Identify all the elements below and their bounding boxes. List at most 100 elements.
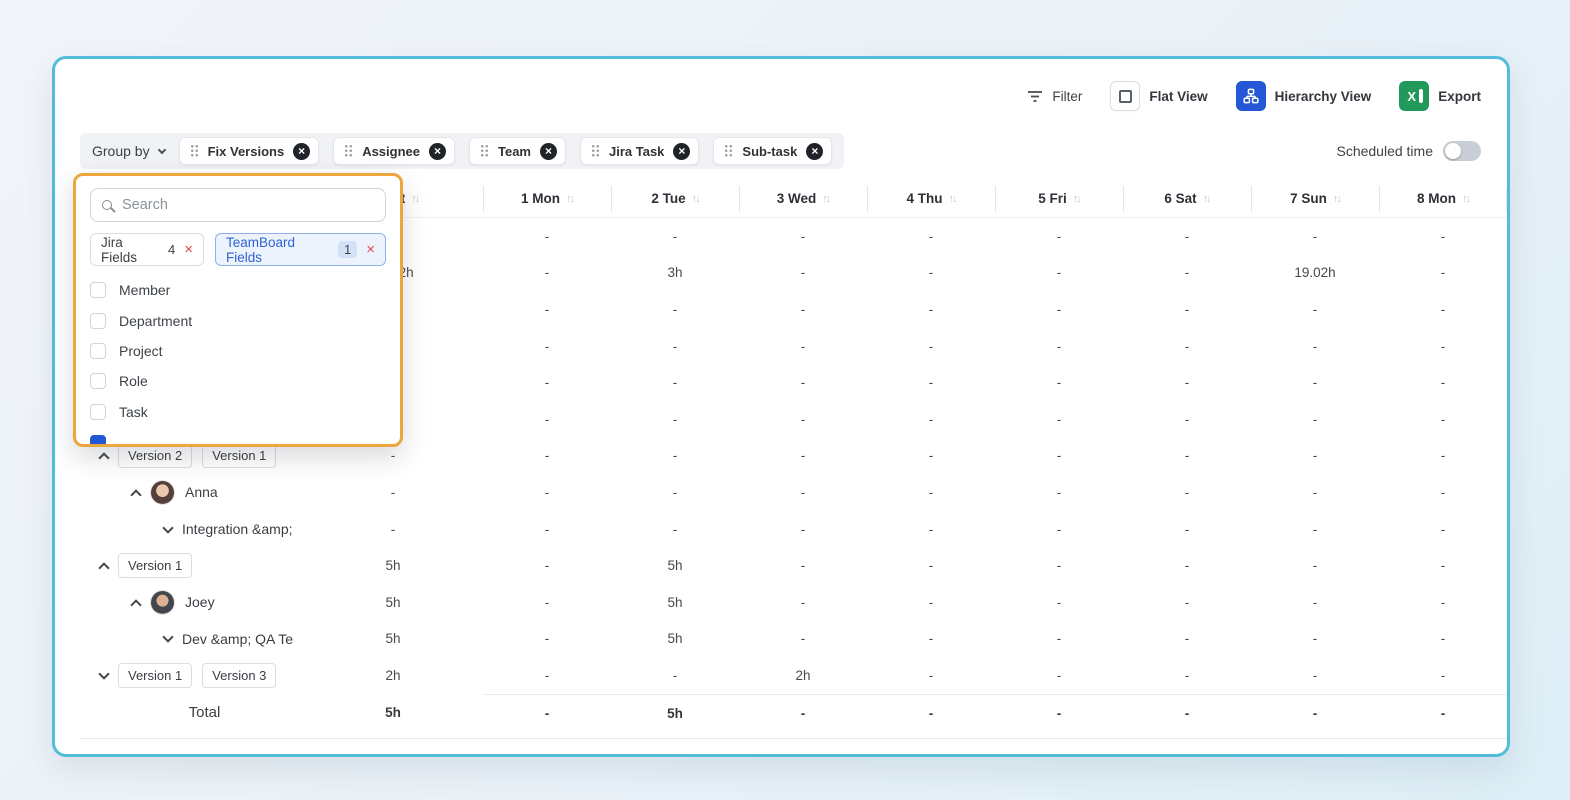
group-by-chip[interactable]: Assignee × bbox=[333, 137, 455, 165]
chip-label: Sub-task bbox=[742, 143, 798, 159]
export-button[interactable]: X Export bbox=[1399, 81, 1481, 111]
group-by-chip[interactable]: Team × bbox=[469, 137, 566, 165]
remove-filter-icon[interactable]: × bbox=[184, 241, 193, 258]
cell-day: - bbox=[1440, 484, 1446, 500]
row-label: Anna bbox=[185, 484, 218, 501]
group-by-chip[interactable]: Jira Task × bbox=[580, 137, 700, 165]
column-header[interactable]: 1 Mon ↑↓ bbox=[483, 180, 611, 217]
expand-toggle[interactable] bbox=[162, 631, 174, 643]
cell-day: - bbox=[1440, 448, 1446, 464]
column-header[interactable]: 6 Sat ↑↓ bbox=[1123, 180, 1251, 217]
expand-toggle[interactable] bbox=[162, 521, 174, 534]
total-day-cell: - bbox=[867, 693, 995, 732]
cell-day: - bbox=[1312, 521, 1318, 537]
sort-icon[interactable]: ↑↓ bbox=[411, 192, 420, 205]
cell-day: - bbox=[1440, 558, 1446, 574]
sort-icon[interactable]: ↑↓ bbox=[566, 192, 575, 205]
sort-icon[interactable]: ↑↓ bbox=[1332, 192, 1342, 205]
remove-chip-button[interactable]: × bbox=[293, 142, 311, 160]
checkbox[interactable] bbox=[90, 282, 106, 299]
cell-day: 5h bbox=[667, 558, 683, 574]
checkbox[interactable] bbox=[90, 403, 106, 420]
sort-icon[interactable]: ↑↓ bbox=[948, 192, 958, 205]
cell-day: - bbox=[544, 411, 550, 427]
table-row: Anna - - - - - - - - - bbox=[80, 474, 1507, 511]
field-filter-chip[interactable]: TeamBoard Fields 1 × bbox=[214, 233, 386, 266]
remove-filter-icon[interactable]: × bbox=[366, 241, 375, 258]
expand-toggle[interactable] bbox=[130, 489, 142, 501]
expand-toggle[interactable] bbox=[98, 452, 110, 465]
group-by-chip[interactable]: Sub-task × bbox=[713, 137, 833, 165]
checkbox[interactable] bbox=[90, 373, 106, 390]
group-by-bar: Group by Fix Versions × Assignee × Team × Jira… bbox=[80, 133, 845, 169]
cell-day: - bbox=[544, 228, 550, 244]
checkbox-checked[interactable] bbox=[90, 434, 106, 444]
sort-icon[interactable]: ↑↓ bbox=[822, 192, 831, 205]
hierarchy-view-button[interactable]: Hierarchy View bbox=[1235, 81, 1371, 111]
checkbox[interactable] bbox=[90, 312, 106, 329]
column-header-label: 2 Tue bbox=[651, 191, 686, 206]
cell-day: - bbox=[1440, 265, 1446, 281]
column-header[interactable]: 2 Tue ↑↓ bbox=[611, 180, 739, 217]
remove-chip-button[interactable]: × bbox=[806, 142, 824, 160]
cell-day: - bbox=[1312, 411, 1318, 427]
column-header[interactable]: 7 Sun ↑↓ bbox=[1251, 180, 1379, 217]
scheduled-time-toggle[interactable] bbox=[1443, 141, 1481, 161]
remove-chip-button[interactable]: × bbox=[429, 142, 446, 160]
cell-day: - bbox=[1056, 228, 1062, 244]
expand-toggle[interactable] bbox=[130, 599, 142, 611]
total-day-cell: - bbox=[1379, 693, 1507, 732]
version-tag: Version 1 bbox=[118, 553, 193, 579]
drag-handle-icon[interactable] bbox=[591, 144, 600, 158]
column-header[interactable]: 3 Wed ↑↓ bbox=[739, 180, 867, 217]
column-header[interactable]: 8 Mon ↑↓ bbox=[1379, 180, 1507, 217]
search-box[interactable] bbox=[90, 188, 386, 222]
cell-day: - bbox=[1184, 594, 1190, 610]
cell-day: - bbox=[1312, 484, 1318, 500]
search-input[interactable] bbox=[122, 197, 374, 213]
cell-day: - bbox=[800, 594, 806, 610]
cell-day: - bbox=[544, 448, 550, 464]
expand-toggle[interactable] bbox=[98, 668, 110, 680]
cell-day: - bbox=[1440, 631, 1446, 647]
cell-day: - bbox=[544, 265, 550, 281]
column-header-label: 8 Mon bbox=[1417, 191, 1456, 206]
field-option[interactable]: Member bbox=[90, 275, 386, 305]
filter-button[interactable]: Filter bbox=[1027, 89, 1082, 104]
column-header[interactable]: 4 Thu ↑↓ bbox=[867, 180, 995, 217]
cell-spent: - bbox=[390, 448, 396, 464]
field-option[interactable]: Task bbox=[90, 397, 386, 427]
remove-chip-button[interactable]: × bbox=[673, 142, 691, 160]
sort-icon[interactable]: ↑↓ bbox=[1462, 192, 1471, 205]
checkbox[interactable] bbox=[90, 342, 106, 359]
field-option-label: Project bbox=[119, 342, 163, 359]
field-option[interactable]: Department bbox=[90, 305, 386, 335]
cell-day: - bbox=[1184, 338, 1190, 354]
drag-handle-icon[interactable] bbox=[344, 144, 354, 158]
field-filter-chip[interactable]: Jira Fields 4 × bbox=[90, 233, 204, 266]
cell-day: - bbox=[1056, 375, 1062, 391]
row-name-cell: Integration &amp; bbox=[80, 521, 329, 537]
remove-chip-button[interactable]: × bbox=[540, 142, 557, 160]
sort-icon[interactable]: ↑↓ bbox=[1202, 192, 1212, 205]
sort-icon[interactable]: ↑↓ bbox=[691, 192, 701, 205]
expand-toggle[interactable] bbox=[98, 562, 110, 574]
drag-handle-icon[interactable] bbox=[724, 144, 734, 158]
column-header[interactable]: 5 Fri ↑↓ bbox=[995, 180, 1123, 217]
field-option[interactable]: Role bbox=[90, 366, 386, 396]
drag-handle-icon[interactable] bbox=[189, 144, 199, 158]
cell-day: - bbox=[1312, 594, 1318, 610]
drag-handle-icon[interactable] bbox=[480, 144, 489, 158]
cell-day: - bbox=[1056, 667, 1062, 683]
field-option-partial[interactable] bbox=[90, 434, 386, 444]
field-option[interactable]: Project bbox=[90, 336, 386, 366]
field-filter-label: TeamBoard Fields bbox=[225, 234, 295, 265]
sort-icon[interactable]: ↑↓ bbox=[1072, 192, 1082, 205]
cell-day: - bbox=[800, 631, 806, 647]
version-tag: Version 1 bbox=[118, 662, 193, 688]
chip-label: Fix Versions bbox=[207, 143, 285, 159]
cell-day: - bbox=[1056, 594, 1062, 610]
flat-view-button[interactable]: Flat View bbox=[1110, 81, 1208, 111]
group-by-button[interactable]: Group by bbox=[92, 143, 166, 159]
group-by-chip[interactable]: Fix Versions × bbox=[178, 137, 320, 165]
